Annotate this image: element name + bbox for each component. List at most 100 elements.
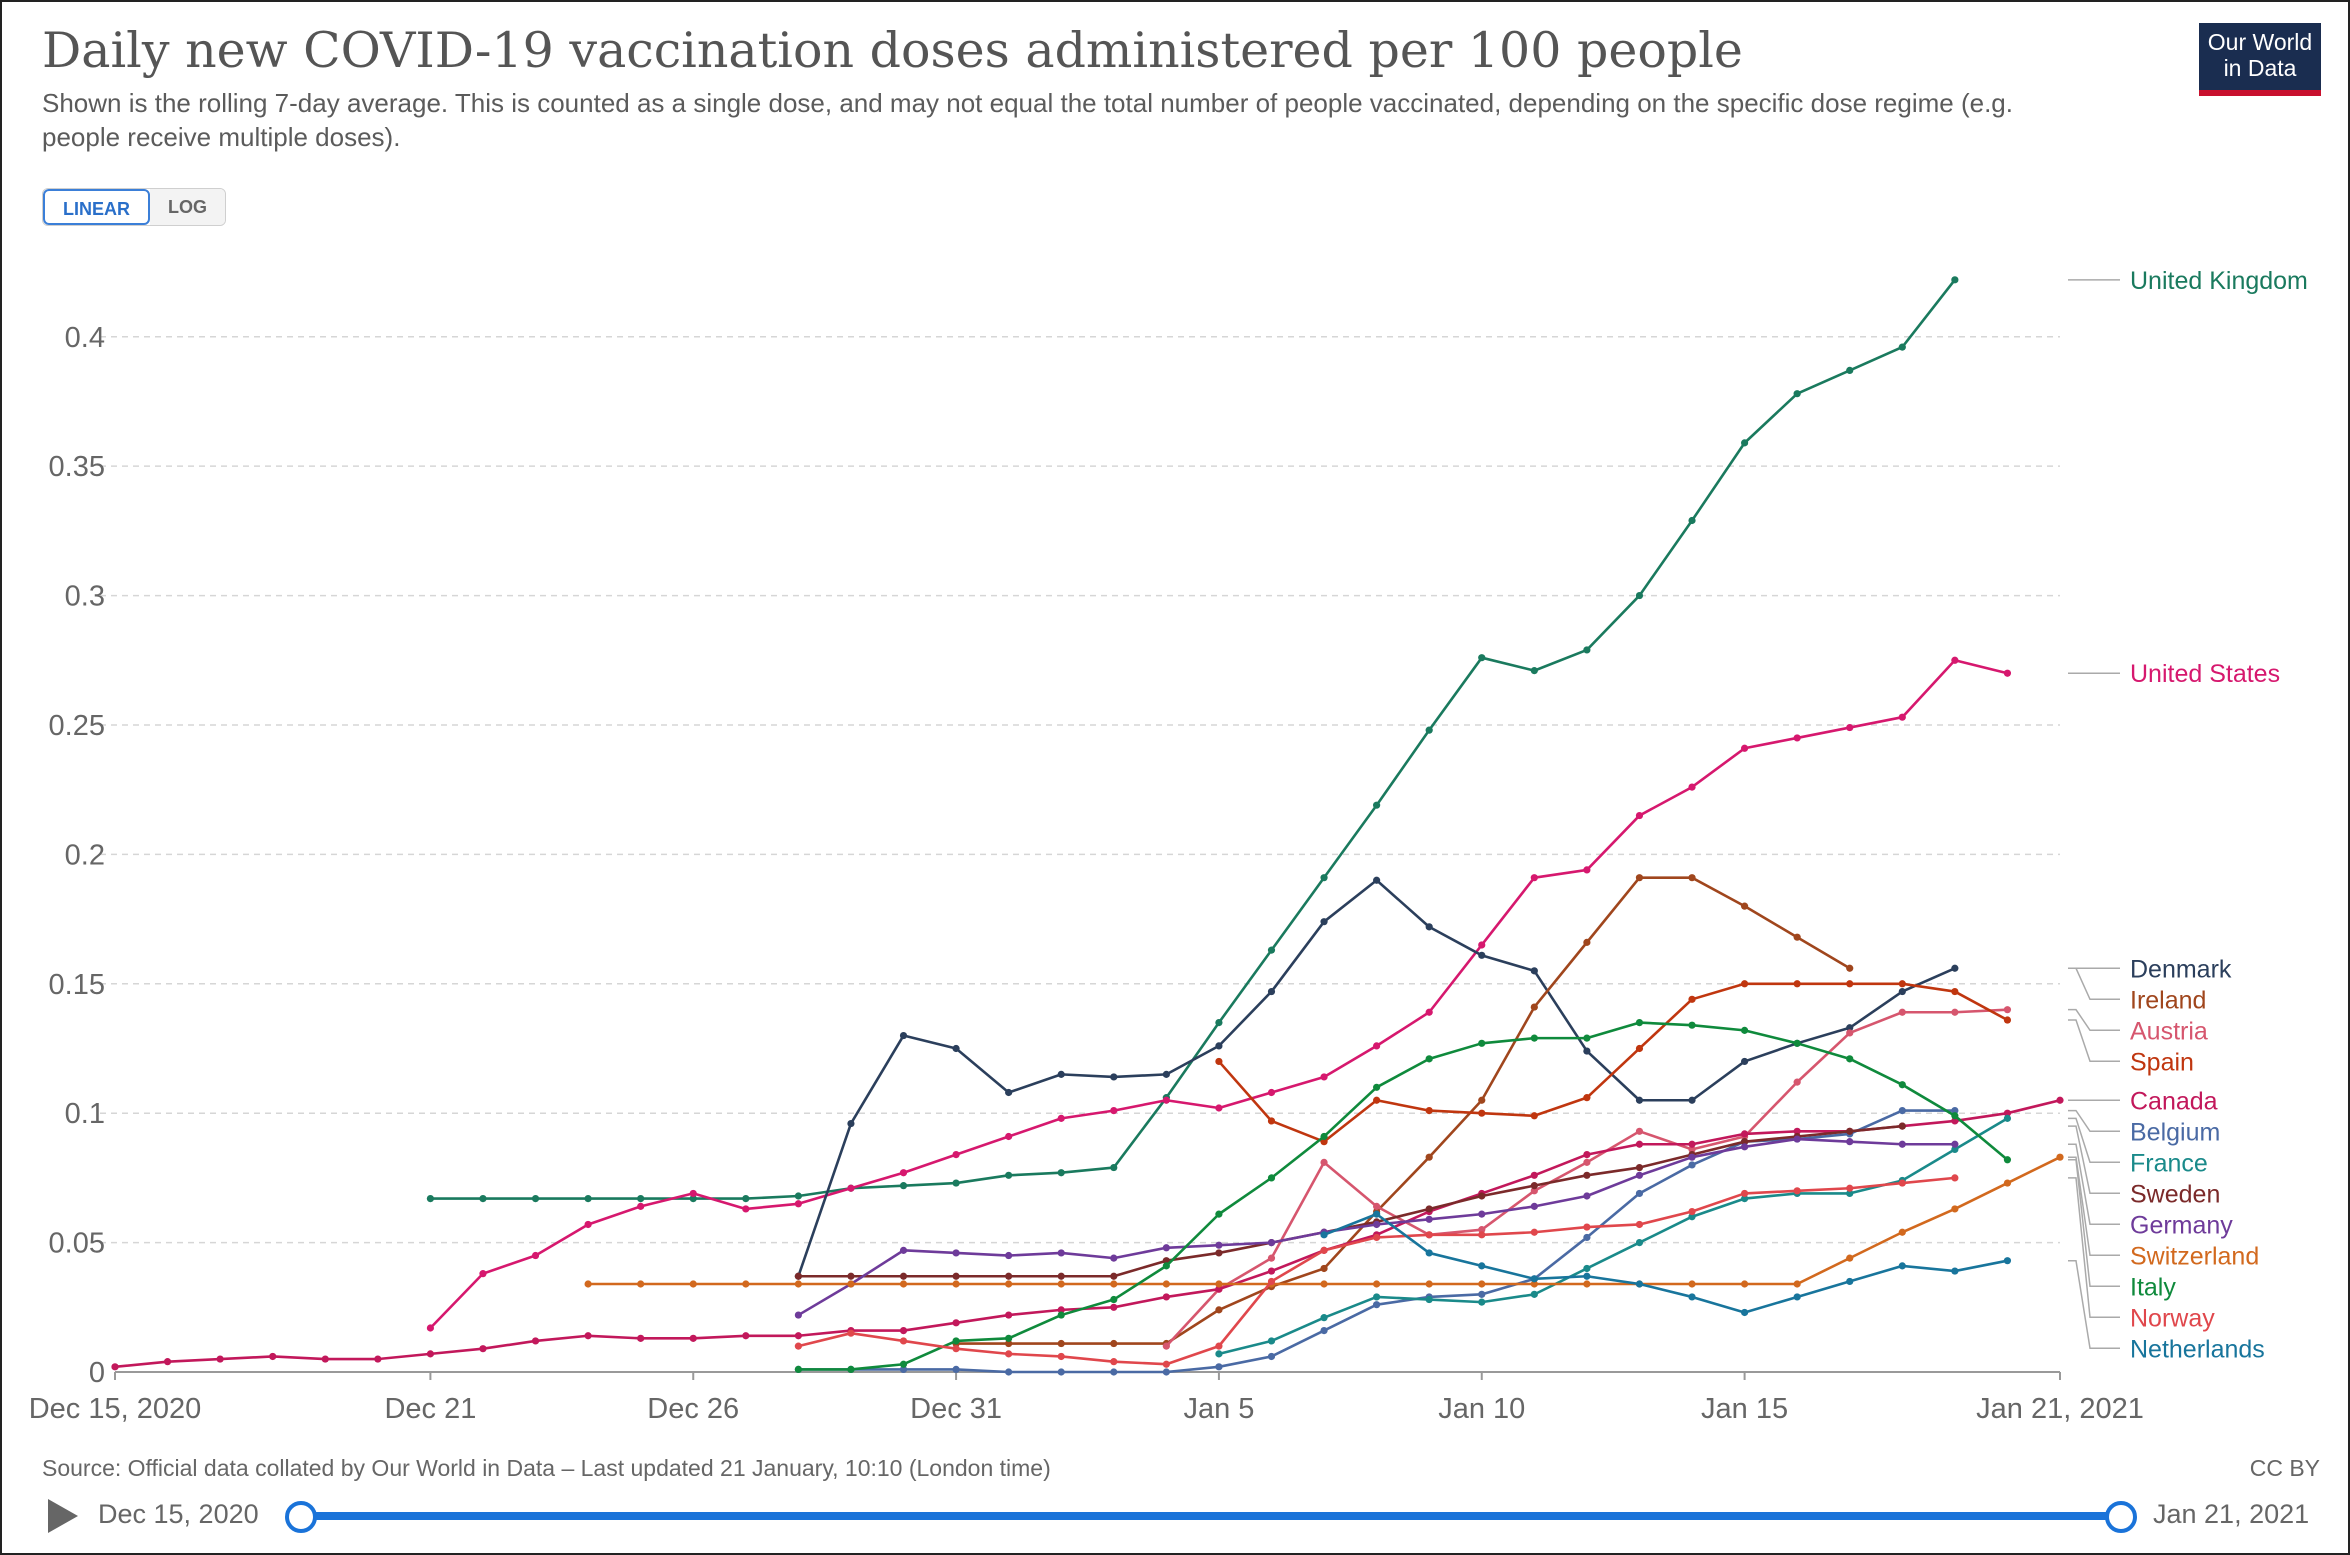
data-point	[1530, 1187, 1538, 1195]
data-point	[1320, 918, 1328, 926]
data-point	[1583, 866, 1591, 874]
data-point	[1215, 1342, 1223, 1350]
data-point	[637, 1194, 645, 1203]
y-tick-label: 0.05	[49, 1228, 105, 1260]
data-point	[1635, 591, 1644, 600]
data-point	[1478, 1298, 1486, 1306]
data-point	[479, 1270, 487, 1278]
data-point	[1478, 1262, 1486, 1270]
data-point	[952, 1272, 960, 1280]
data-point	[1478, 1096, 1486, 1104]
data-point	[1478, 1226, 1486, 1234]
data-point	[899, 1280, 908, 1288]
data-point	[1635, 874, 1644, 882]
data-point	[321, 1355, 329, 1363]
data-point	[1635, 1044, 1644, 1053]
data-point	[1373, 876, 1381, 884]
data-point	[1320, 1231, 1328, 1239]
data-point	[1846, 1189, 1854, 1198]
data-point	[899, 1337, 908, 1345]
data-point	[1951, 1112, 1959, 1120]
data-point	[1215, 1241, 1223, 1249]
data-point	[1530, 967, 1538, 975]
data-point	[899, 1272, 908, 1280]
data-point	[1320, 1264, 1328, 1273]
data-point	[1583, 646, 1591, 654]
legend-connector	[2068, 1143, 2120, 1225]
x-tick-label: Dec 31	[910, 1393, 1002, 1425]
data-point	[1898, 713, 1906, 721]
data-point	[1530, 1171, 1538, 1179]
data-point	[847, 1280, 855, 1288]
data-point	[1793, 1039, 1801, 1047]
series-label: Denmark	[2130, 955, 2232, 983]
data-point	[742, 1194, 750, 1203]
data-point	[1162, 1262, 1170, 1270]
data-point	[1425, 1055, 1433, 1063]
timeline-track[interactable]	[300, 1512, 2120, 1520]
data-point	[1215, 1104, 1223, 1112]
data-point	[1005, 1088, 1013, 1097]
data-point	[1583, 1158, 1591, 1166]
data-point	[1320, 1326, 1328, 1335]
data-point	[1057, 1280, 1065, 1288]
chart-title: Daily new COVID-19 vaccination doses adm…	[42, 22, 1743, 79]
data-point	[1951, 276, 1959, 284]
data-point	[899, 1169, 908, 1177]
timeline-start-handle[interactable]	[285, 1501, 317, 1533]
data-point	[1583, 1151, 1591, 1159]
data-point	[1162, 1293, 1170, 1301]
timeline-end-label: Jan 21, 2021	[2153, 1499, 2310, 1529]
data-point	[531, 1337, 540, 1345]
data-point	[1320, 1138, 1328, 1146]
data-point	[1373, 1202, 1381, 1210]
data-point	[1215, 1363, 1223, 1371]
linear-scale-button[interactable]: LINEAR	[43, 189, 150, 225]
data-point	[847, 1365, 855, 1374]
timeline-end-handle[interactable]	[2105, 1501, 2137, 1533]
data-point	[847, 1272, 855, 1280]
data-point	[1846, 723, 1854, 732]
data-point	[1793, 1127, 1801, 1135]
play-icon[interactable]	[48, 1499, 78, 1533]
data-point	[1740, 1057, 1749, 1066]
data-point	[1162, 1244, 1170, 1252]
data-point	[1425, 1280, 1433, 1288]
legend-connector	[2068, 967, 2120, 1001]
data-point	[269, 1352, 277, 1361]
data-point	[1320, 1246, 1328, 1254]
data-point	[1110, 1163, 1118, 1172]
data-point	[952, 1319, 960, 1327]
series-label: Belgium	[2130, 1118, 2220, 1146]
license-link[interactable]: CC BY	[2249, 1455, 2320, 1481]
y-tick-label: 0.1	[65, 1098, 105, 1130]
logo-accent-bar	[2199, 90, 2321, 96]
data-point	[637, 1280, 645, 1288]
data-point	[1110, 1295, 1118, 1304]
data-point	[531, 1251, 540, 1260]
data-point	[794, 1200, 802, 1208]
data-point	[1373, 1293, 1381, 1301]
data-point	[2056, 1096, 2064, 1104]
data-point	[1740, 1143, 1749, 1151]
data-point	[1162, 1280, 1170, 1288]
series-line	[429, 658, 2008, 1329]
owid-logo[interactable]: Our World in Data	[2199, 23, 2321, 96]
series-label: Netherlands	[2130, 1335, 2265, 1363]
data-point	[1951, 987, 1959, 996]
data-point	[1688, 995, 1696, 1003]
data-point	[1635, 811, 1644, 820]
data-point	[1478, 1290, 1486, 1298]
data-point	[1425, 1295, 1433, 1304]
legend-connector	[2068, 1156, 2120, 1256]
data-point	[952, 1249, 960, 1257]
log-scale-button[interactable]: LOG	[150, 189, 225, 225]
data-point	[1740, 439, 1749, 447]
data-point	[1688, 783, 1696, 791]
data-point	[1057, 1272, 1065, 1280]
data-point	[1793, 1293, 1801, 1301]
data-point	[2003, 1109, 2012, 1117]
series-label: Italy	[2130, 1273, 2176, 1301]
data-point	[1005, 1171, 1013, 1179]
